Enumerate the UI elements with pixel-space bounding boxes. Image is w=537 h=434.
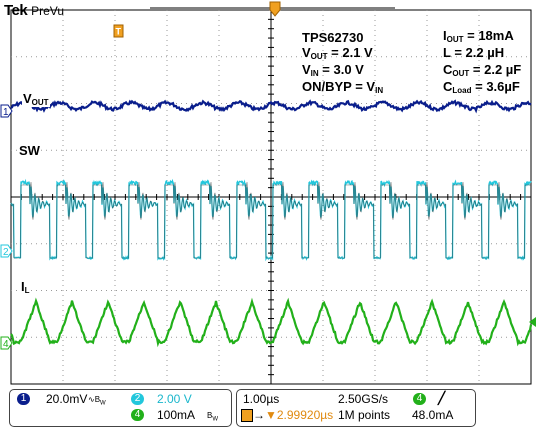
horizontal-trigger-panel[interactable] xyxy=(236,389,476,427)
ch1-ground-marker xyxy=(0,104,13,118)
sw-trace-label: SW xyxy=(18,143,41,158)
inductor-setting: L = 2.2 µH xyxy=(443,45,505,60)
acquisition-mode: PreVu xyxy=(31,4,65,18)
record-length: 1M points xyxy=(338,408,391,422)
trigger-position-icon xyxy=(241,409,253,422)
trigger-position-arrow xyxy=(269,1,281,17)
ch1-badge[interactable]: 1 xyxy=(17,393,30,405)
trigger-position: →▼2.99920µs xyxy=(253,408,334,422)
cout-setting: COUT = 2.2 µF xyxy=(443,62,522,78)
trigger-marker xyxy=(113,24,124,38)
ch2-ground-marker-text: 2 xyxy=(3,247,9,258)
trigger-marker-text: T xyxy=(116,27,122,37)
vertical-settings-panel[interactable] xyxy=(9,389,232,427)
ch2-badge[interactable]: 2 xyxy=(131,393,144,405)
iout-setting: IOUT = 18mA xyxy=(443,28,514,44)
il-trace-label: IL xyxy=(20,279,31,295)
sw-trace xyxy=(10,178,532,262)
ch1-scale: 20.0mV xyxy=(46,392,88,406)
rising-edge-icon: ╱ xyxy=(438,391,446,405)
trigger-source-badge[interactable]: 4 xyxy=(413,393,426,405)
ch4-ground-marker-text: 4 xyxy=(3,339,9,350)
ch4-ground-marker xyxy=(0,336,13,350)
cload-setting: CLoad = 3.6µF xyxy=(443,79,520,95)
vin-setting: VIN = 3.0 V xyxy=(302,62,364,78)
mode-setting: ON/BYP = VIN xyxy=(302,79,384,95)
trigger-level-arrow xyxy=(529,317,536,327)
status-bar: 1 20.0mV ∿BW 2 2.00 V 4 100mA BW 1.00µs … xyxy=(0,386,537,429)
ch1-ground-marker-text: 1 xyxy=(3,107,9,118)
ch2-ground-marker xyxy=(0,244,13,258)
bandwidth-limit-icon: BW xyxy=(207,411,219,423)
il-trace xyxy=(10,297,533,348)
sw-ringing-overlay xyxy=(10,181,531,259)
bandwidth-limit-icon: ∿BW xyxy=(88,395,106,407)
sample-rate: 2.50GS/s xyxy=(338,392,389,406)
ch2-scale: 2.00 V xyxy=(157,392,192,406)
trigger-level: 48.0mA xyxy=(412,408,454,422)
brand-logo: Tek PreVu xyxy=(4,2,64,19)
ch4-scale: 100mA xyxy=(157,408,196,422)
vout-trace-label: VOUT xyxy=(22,91,50,107)
brand-name: Tek xyxy=(4,2,28,19)
device-label: TPS62730 xyxy=(302,30,364,45)
vout-trace xyxy=(10,99,532,114)
timebase: 1.00µs xyxy=(243,392,280,406)
ch4-badge[interactable]: 4 xyxy=(131,409,144,421)
vout-setting: VOUT = 2.1 V xyxy=(302,45,373,61)
